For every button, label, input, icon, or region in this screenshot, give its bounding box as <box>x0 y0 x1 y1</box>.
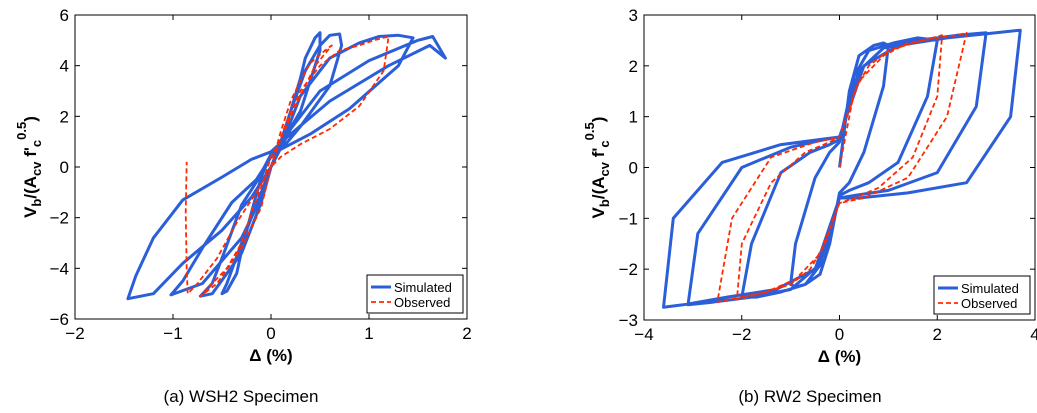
y-axis-label: Vb/(Acv f'c0.5) <box>582 117 612 219</box>
legend-label-observed: Observed <box>961 296 1017 311</box>
y-tick-label: −3 <box>619 311 638 330</box>
legend-box <box>366 274 464 314</box>
x-tick-label: 0 <box>835 325 844 344</box>
y-tick-label: 2 <box>629 57 638 76</box>
x-tick-label: 4 <box>1030 325 1037 344</box>
series-line-observed <box>184 35 390 298</box>
series-line-observed <box>716 31 968 304</box>
x-axis-label: Δ (%) <box>818 347 861 366</box>
y-tick-label: 0 <box>629 159 638 178</box>
chart-panel-rw2: −4 −2 0 2 4 −3 −2 −1 0 1 2 3 Δ (%) Vb/(Acv f'c0.5) (b)… <box>582 6 1037 406</box>
figure-caption: (b) RW2 Specimen <box>738 387 881 406</box>
y-tick-label: 3 <box>629 6 638 25</box>
x-tick-label: 2 <box>462 324 471 343</box>
series-line-simulated <box>126 31 447 301</box>
y-tick-label: −2 <box>50 209 69 228</box>
figure-caption: (a) WSH2 Specimen <box>164 387 319 406</box>
y-tick-label: 1 <box>629 108 638 127</box>
series-line-simulated <box>662 28 1022 309</box>
y-axis-label: Vb/(Acv f'c0.5) <box>14 116 44 218</box>
y-tick-label: −2 <box>619 260 638 279</box>
x-axis-label: Δ (%) <box>249 346 292 365</box>
legend-label-simulated: Simulated <box>394 280 452 295</box>
x-tick-label: 1 <box>364 324 373 343</box>
x-tick-label: −2 <box>65 324 84 343</box>
legend-label-simulated: Simulated <box>961 281 1019 296</box>
y-tick-label: 4 <box>60 57 69 76</box>
y-tick-label: 6 <box>60 6 69 25</box>
y-tick-label: 2 <box>60 107 69 126</box>
legend-label-observed: Observed <box>394 295 450 310</box>
y-tick-label: −6 <box>50 310 69 329</box>
chart-panel-wsh2: −2 −1 0 1 2 −6 −4 −2 0 2 4 6 Δ (%) Vb/(Acv f'c0.5) (a)… <box>14 6 472 406</box>
y-tick-label: −1 <box>619 209 638 228</box>
y-tick-label: −4 <box>50 259 69 278</box>
x-tick-label: 0 <box>266 324 275 343</box>
x-tick-label: 2 <box>933 325 942 344</box>
y-tick-label: 0 <box>60 158 69 177</box>
legend-box <box>933 275 1031 315</box>
x-tick-label: −2 <box>732 325 751 344</box>
x-tick-label: −1 <box>163 324 182 343</box>
x-tick-label: −4 <box>634 325 653 344</box>
